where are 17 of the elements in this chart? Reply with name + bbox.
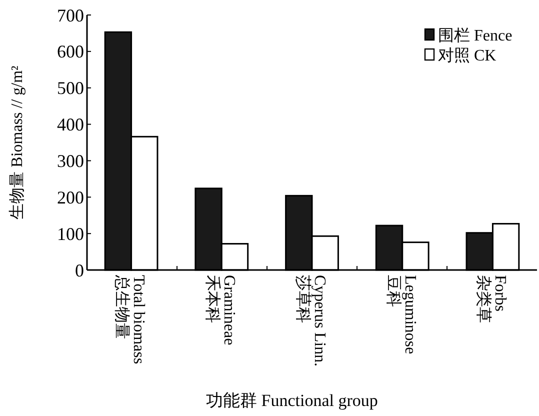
legend-label: 对照 CK (438, 46, 497, 65)
y-tick-label: 400 (57, 114, 84, 135)
y-axis-title: 生物量 Biomass // g/m² (8, 65, 26, 220)
x-axis-title: 功能群 Functional group (206, 391, 378, 410)
y-tick-label: 200 (57, 187, 84, 208)
legend-label: 围栏 Fence (438, 28, 512, 45)
x-tick-label: 总生物量 Total biomass (113, 274, 148, 364)
y-tick-label: 600 (57, 42, 84, 62)
y-tick-label: 300 (57, 151, 84, 172)
x-tick-label: 杂类草 Forbs (474, 275, 509, 323)
y-tick-label: 100 (57, 224, 84, 244)
x-tick-label: 莎草科 Cyperus Linn. (294, 275, 328, 367)
y-tick-label: 500 (57, 78, 84, 98)
y-tick-label: 0 (75, 260, 84, 280)
y-tick-label: 700 (57, 5, 84, 26)
x-tick-label: 豆科 Leguminose (384, 275, 418, 354)
x-tick-label: 禾本科 Gramineae (204, 275, 238, 346)
